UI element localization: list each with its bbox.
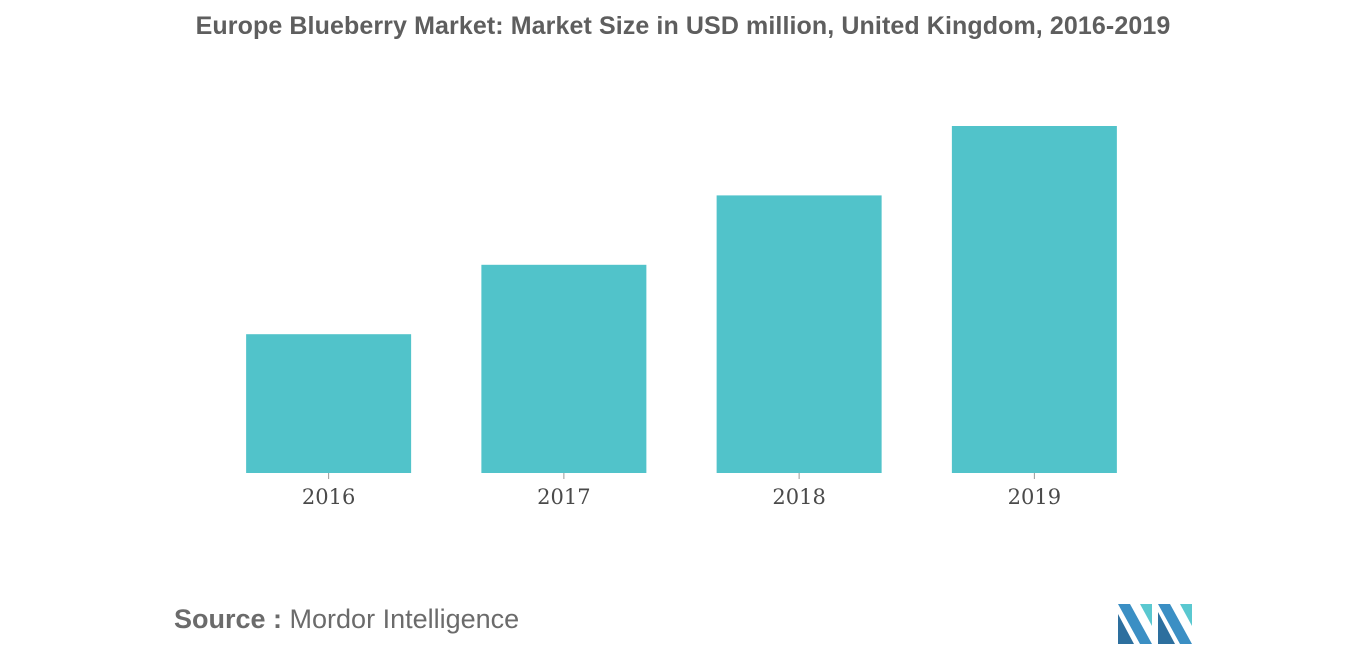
bars-layer xyxy=(246,126,1117,473)
bar-2017 xyxy=(481,264,647,473)
x-tick-label-2019: 2019 xyxy=(1008,485,1061,509)
source-line: Source : Mordor Intelligence xyxy=(174,604,519,635)
x-tick-label-2016: 2016 xyxy=(302,485,355,509)
chart-title: Europe Blueberry Market: Market Size in … xyxy=(195,12,1171,40)
bar-2016 xyxy=(246,334,412,473)
x-axis-labels: 2016 2017 2018 2019 xyxy=(302,485,1061,509)
bar-2018 xyxy=(716,195,882,473)
source-name: Mordor Intelligence xyxy=(289,604,520,634)
bar-2019 xyxy=(951,126,1117,473)
x-tick-label-2017: 2017 xyxy=(537,485,590,509)
source-prefix: Source : xyxy=(174,604,283,634)
mordor-intelligence-logo-icon xyxy=(1118,604,1192,644)
x-axis-ticks xyxy=(328,473,1035,479)
x-tick-label-2018: 2018 xyxy=(772,485,825,509)
